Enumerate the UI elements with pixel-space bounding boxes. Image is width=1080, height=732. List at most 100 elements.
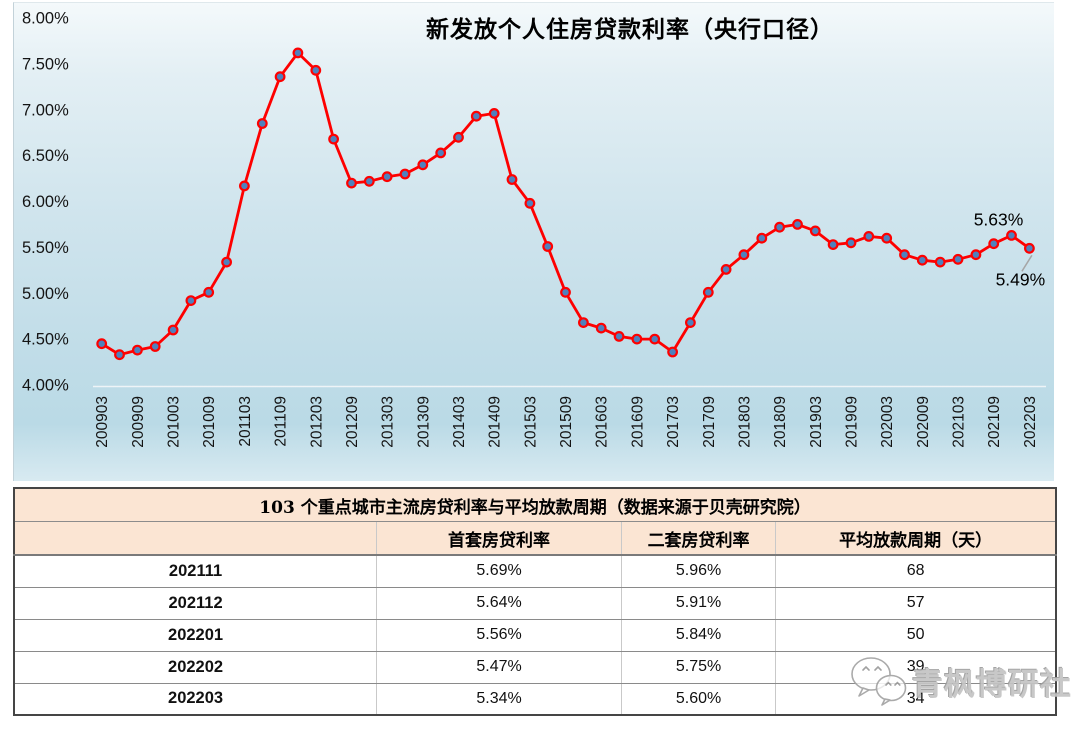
data-point <box>96 338 108 350</box>
value-cell: 5.34% <box>376 683 622 715</box>
data-point <box>685 317 696 329</box>
data-point <box>221 256 233 268</box>
table-title: 103 个重点城市主流房贷利率与平均放款周期（数据来源于贝壳研究院） <box>14 488 1056 522</box>
annotation-label: 5.63% <box>974 209 1024 229</box>
x-axis-label: 201709 <box>701 396 718 448</box>
x-axis-label: 201509 <box>558 396 575 448</box>
x-axis-label: 201309 <box>415 396 432 448</box>
x-axis-label: 201503 <box>522 396 539 448</box>
data-point <box>827 239 839 251</box>
data-point <box>203 286 215 298</box>
data-point <box>417 159 429 171</box>
data-point <box>613 331 625 342</box>
y-axis-label: 7.50% <box>22 55 69 73</box>
x-axis-label: 201303 <box>380 396 397 448</box>
x-axis-label: 202109 <box>986 396 1003 448</box>
data-point <box>934 256 946 268</box>
value-cell: 39 <box>775 651 1056 684</box>
data-point <box>649 333 661 345</box>
data-point <box>1006 229 1017 241</box>
x-axis-label: 201209 <box>344 396 361 448</box>
table-header-row: 首套房贷利率 二套房贷利率 平均放款周期（天） <box>14 521 1056 556</box>
data-point <box>238 180 250 192</box>
data-point <box>346 177 357 189</box>
x-axis-label: 201609 <box>629 396 646 448</box>
data-point <box>702 286 714 298</box>
data-point <box>328 133 340 145</box>
x-axis-label: 200903 <box>94 396 111 448</box>
value-cell: 50 <box>775 619 1056 652</box>
y-axis-label: 4.00% <box>22 377 69 395</box>
data-point <box>578 317 589 329</box>
data-point <box>310 64 322 76</box>
y-axis-label: 8.00% <box>22 10 69 28</box>
data-point <box>595 322 607 334</box>
x-axis-label: 201203 <box>308 396 325 448</box>
data-point <box>363 175 375 187</box>
data-point <box>881 232 893 244</box>
data-point <box>292 47 304 59</box>
data-point <box>381 171 393 183</box>
city-rates-table-wrap: 103 个重点城市主流房贷利率与平均放款周期（数据来源于贝壳研究院） 首套房贷利… <box>13 487 1057 716</box>
city-rates-table: 103 个重点城市主流房贷利率与平均放款周期（数据来源于贝壳研究院） 首套房贷利… <box>13 487 1057 716</box>
data-point <box>524 197 536 209</box>
data-point <box>114 349 125 361</box>
x-axis-label: 201003 <box>166 396 183 448</box>
data-point <box>863 230 875 242</box>
value-cell: 57 <box>775 587 1056 620</box>
data-point <box>756 232 768 244</box>
data-point <box>470 110 482 122</box>
column-header-period <box>14 521 377 556</box>
x-axis-label: 201703 <box>665 396 682 448</box>
data-point <box>453 131 464 143</box>
data-point <box>560 286 571 298</box>
data-point <box>488 107 500 119</box>
x-axis-label: 201809 <box>772 396 789 448</box>
data-point <box>899 249 910 261</box>
chart-title: 新发放个人住房贷款利率（央行口径） <box>426 16 834 43</box>
period-cell: 202202 <box>14 651 377 684</box>
data-point <box>185 295 197 307</box>
value-cell: 5.96% <box>620 555 776 588</box>
annotation-label: 5.49% <box>996 269 1046 289</box>
data-point <box>667 346 678 358</box>
y-axis-label: 5.00% <box>22 285 69 303</box>
y-axis-label: 5.50% <box>22 239 69 257</box>
period-cell: 202112 <box>14 587 377 620</box>
table-row: 202111 5.69% 5.96% 68 <box>14 555 1056 588</box>
data-point <box>149 341 161 352</box>
table-title-row: 103 个重点城市主流房贷利率与平均放款周期（数据来源于贝壳研究院） <box>14 488 1056 522</box>
y-axis-label: 6.00% <box>22 193 69 211</box>
value-cell: 5.56% <box>376 619 622 652</box>
column-header-second-home-rate: 二套房贷利率 <box>620 521 776 556</box>
value-cell: 34 <box>775 683 1056 715</box>
data-point <box>738 249 750 261</box>
period-cell: 202203 <box>168 689 224 708</box>
data-point <box>988 238 1000 250</box>
value-cell: 5.91% <box>620 587 776 620</box>
period-cell: 202111 <box>14 555 377 588</box>
x-axis-label: 202203 <box>1022 396 1039 448</box>
x-axis-label: 201109 <box>273 396 290 447</box>
rate-line <box>100 51 1031 357</box>
data-point <box>506 174 518 185</box>
x-axis-label: 201009 <box>201 396 218 448</box>
value-cell: 5.60% <box>620 683 776 715</box>
data-point <box>631 333 643 345</box>
data-point <box>720 264 732 275</box>
x-axis-label: 201403 <box>451 396 468 448</box>
mortgage-rate-chart: 8.00% 7.50% 7.00% 6.50% 6.00% 5.50% 5.00% 4.50%… <box>13 2 1054 481</box>
x-axis-label: 200909 <box>130 396 147 448</box>
table-row: 202112 5.64% 5.91% 57 <box>14 587 1056 620</box>
data-point <box>774 221 785 233</box>
column-header-first-home-rate: 首套房贷利率 <box>376 521 622 556</box>
data-point <box>845 237 857 249</box>
table-row: 202201 5.56% 5.84% 50 <box>14 619 1056 652</box>
x-axis-label: 201803 <box>736 396 753 448</box>
value-cell: 5.47% <box>376 651 622 684</box>
y-axis-label: 4.50% <box>22 331 69 349</box>
data-point <box>809 225 821 237</box>
data-point <box>131 344 143 356</box>
line-chart-canvas: 8.00% 7.50% 7.00% 6.50% 6.00% 5.50% 5.00% 4.50%… <box>22 10 1046 448</box>
x-axis-label: 202003 <box>879 396 896 448</box>
